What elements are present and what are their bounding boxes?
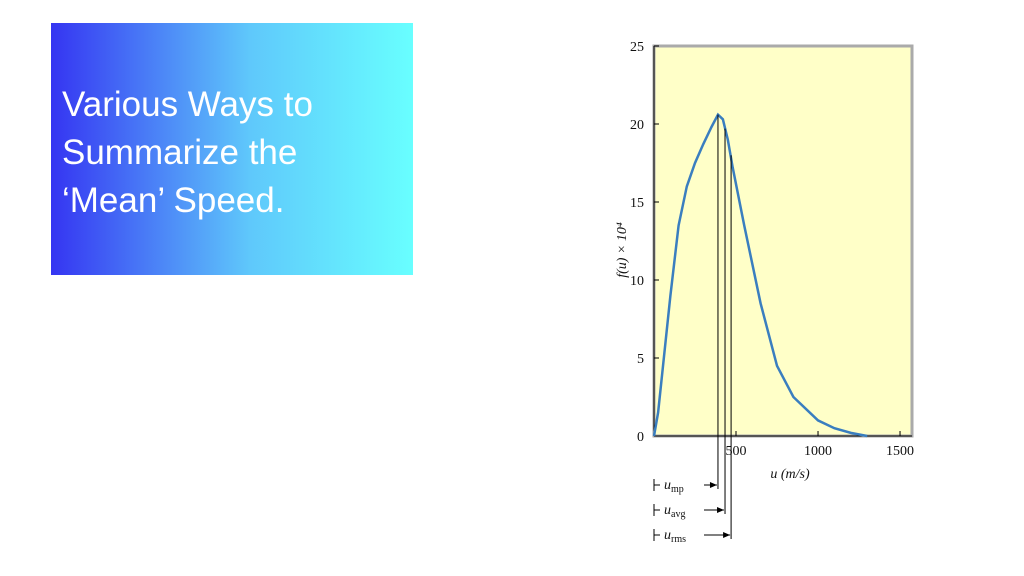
label-bg — [660, 500, 704, 518]
plot-background — [652, 44, 914, 438]
marker-subscript: rms — [671, 534, 686, 545]
x-tick-label: 1000 — [804, 444, 832, 459]
y-tick-label: 15 — [630, 196, 644, 211]
slide-title: Various Ways to Summarize the ‘Mean’ Spe… — [62, 85, 313, 220]
arrow-head — [709, 482, 717, 488]
curve — [652, 112, 868, 438]
marker-symbol: u — [664, 478, 671, 493]
marker-subscript: mp — [671, 484, 684, 495]
y-tick-label: 25 — [630, 40, 644, 55]
label-bg — [660, 525, 704, 543]
marker-label: ump — [664, 478, 684, 495]
marker-symbol: u — [664, 528, 671, 543]
y-tick-label: 20 — [630, 118, 644, 133]
arrow-head — [723, 532, 731, 538]
marker-symbol: u — [664, 503, 671, 518]
x-tick-label: 500 — [726, 444, 747, 459]
y-tick-label: 10 — [630, 274, 644, 289]
marker-label: urms — [664, 528, 686, 545]
y-axis-label: f(u) × 10⁴ — [615, 222, 630, 278]
y-tick-label: 0 — [637, 430, 644, 445]
marker-label: uavg — [664, 503, 685, 520]
arrow-head — [717, 507, 725, 513]
marker-subscript: avg — [671, 509, 685, 520]
y-tick-label: 5 — [637, 352, 644, 367]
label-bg — [660, 475, 704, 493]
title-box: Various Ways to Summarize the ‘Mean’ Spe… — [51, 23, 413, 275]
x-tick-label: 1500 — [886, 444, 914, 459]
x-axis-label: u (m/s) — [770, 467, 810, 482]
